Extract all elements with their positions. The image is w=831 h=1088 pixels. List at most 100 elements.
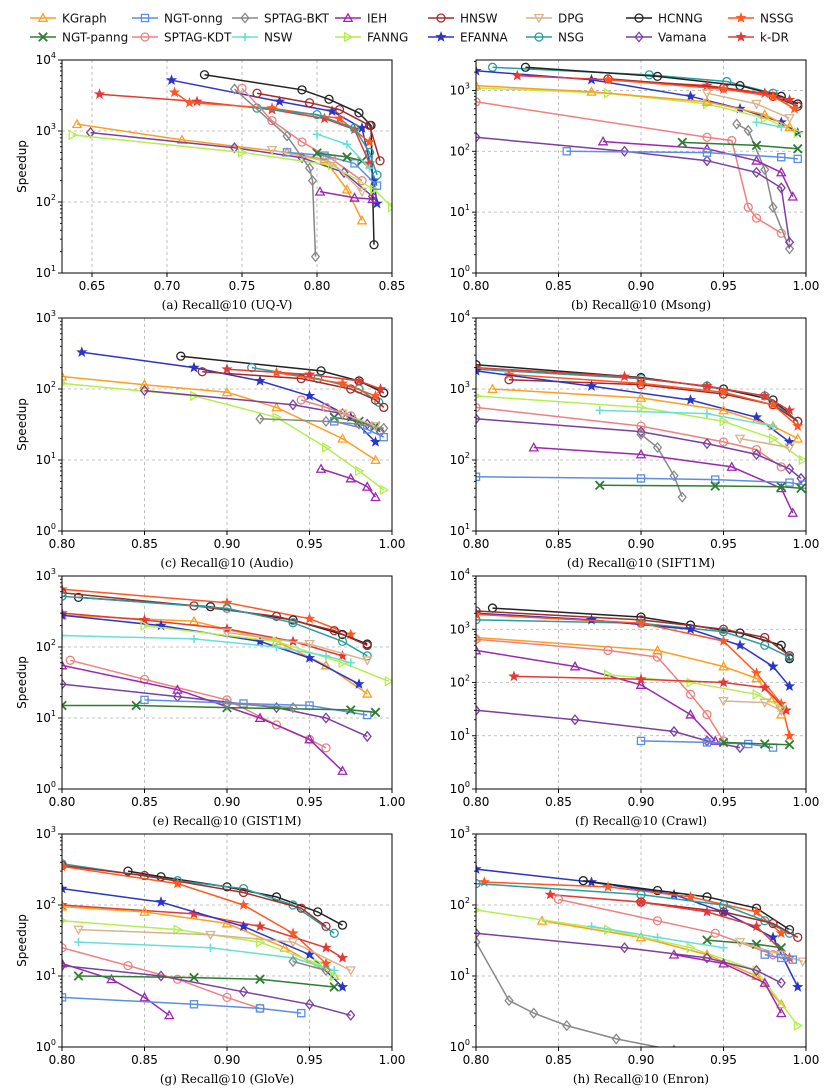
y-tick-label: 104: [450, 567, 470, 583]
x-axis: 0.80 0.85 0.90 0.95 1.00: [49, 1047, 405, 1067]
x-tick-label: 0.90: [628, 279, 655, 293]
x-tick-label: 0.95: [296, 537, 323, 551]
y-tick-label: 101: [450, 967, 470, 983]
ieh-marker: [315, 463, 327, 473]
nsw-marker: [595, 406, 604, 415]
nssg-marker: [750, 905, 763, 917]
hnsw-marker: [346, 384, 356, 394]
fanng-marker: [255, 936, 266, 948]
series-group: [476, 360, 806, 517]
series-ngt-panng: [594, 480, 806, 494]
legend: KGraph NGT-panng NGT-onng SPTAG-KDT SPTAG-BK…: [30, 12, 794, 45]
x-tick-label: 0.90: [214, 795, 241, 809]
series-efanna: [62, 882, 349, 992]
y-tick-label: 102: [450, 451, 470, 467]
x-axis: 0.80 0.85 0.90 0.95 1.00: [49, 531, 405, 551]
nssg-marker: [168, 86, 181, 98]
legend-item-nsw: NSW: [232, 31, 293, 45]
series-vamana: [62, 959, 356, 1021]
k-dr-marker: [138, 614, 151, 625]
dpg-marker: [205, 930, 216, 941]
series-sptag-bkt: [732, 118, 795, 255]
x-tick-label: 0.85: [545, 1053, 572, 1067]
hcnng-marker: [520, 62, 531, 72]
vamana-line: [476, 932, 782, 984]
y-tick-label: 103: [450, 380, 470, 396]
x-tick-label: 0.95: [296, 795, 323, 809]
nsw-marker: [587, 922, 596, 931]
sptag-kdt-line: [300, 399, 351, 417]
legend-efanna-marker: [435, 31, 447, 42]
efanna-line: [171, 79, 378, 204]
fanng-line: [476, 909, 799, 1027]
nsg-marker: [349, 123, 360, 133]
ieh-line: [673, 953, 782, 1014]
legend-label: k-DR: [760, 31, 789, 45]
y-tick-exponent: 0: [465, 264, 470, 273]
series-sptag-kdt: [476, 402, 786, 472]
panel-caption: (a) Recall@10 (UQ-V): [162, 298, 293, 312]
ngt-panng-marker: [370, 707, 381, 718]
hcnng-marker: [337, 920, 348, 930]
vamana-marker: [751, 448, 762, 461]
efanna-marker: [585, 380, 598, 391]
y-tick-label: 104: [36, 51, 56, 67]
ngt-onng-marker: [788, 955, 798, 964]
dpg-marker: [370, 422, 381, 432]
vamana-marker: [702, 437, 712, 450]
y-tick-exponent: 0: [51, 522, 56, 531]
vamana-marker: [570, 714, 580, 726]
y-tick-exponent: 0: [51, 780, 56, 789]
vamana-marker: [751, 964, 762, 977]
nsw-marker: [312, 130, 322, 139]
kgraph-marker: [635, 392, 647, 402]
legend-ngt-panng-marker: [38, 32, 48, 42]
dpg-line: [739, 437, 790, 449]
legend-nssg-marker: [735, 12, 747, 23]
chart-panel-1: 0.65 0.70 0.75 0.80 0.85 101 102 103 104 Speedup (…: [15, 51, 405, 312]
legend-item-ieh: IEH: [335, 12, 387, 26]
sptag-kdt-marker: [267, 115, 277, 126]
nsg-marker: [222, 603, 232, 614]
y-tick-exponent: 3: [465, 380, 470, 389]
legend-ieh-marker: [342, 12, 354, 23]
k-dr-marker: [336, 951, 349, 963]
y-tick-exponent: 1: [465, 203, 470, 212]
y-tick-exponent: 4: [51, 51, 56, 60]
y-tick-exponent: 1: [51, 709, 56, 718]
ngt-panng-marker: [62, 700, 67, 711]
hcnng-marker: [297, 85, 307, 95]
ngt-panng-marker: [189, 972, 199, 983]
x-tick-label: 1.00: [793, 795, 820, 809]
ngt-onng-marker: [711, 475, 720, 484]
series-nssg: [62, 860, 332, 969]
dpg-marker: [784, 114, 795, 124]
sptag-kdt-marker: [603, 645, 613, 656]
sptag-bkt-line: [292, 960, 327, 972]
sptag-kdt-marker: [123, 960, 133, 971]
ieh-line: [62, 664, 344, 772]
dpg-marker: [775, 950, 787, 961]
y-tick-label: 103: [450, 825, 470, 841]
kgraph-marker: [701, 96, 713, 106]
ieh-marker: [775, 1007, 787, 1018]
sptag-bkt-marker: [222, 697, 232, 710]
dpg-line: [723, 700, 782, 711]
x-tick-label: 0.95: [710, 537, 737, 551]
sptag-bkt-marker: [307, 174, 318, 187]
vamana-marker: [702, 155, 712, 167]
dpg-marker: [287, 938, 299, 948]
sptag-bkt-marker: [669, 470, 679, 482]
hcnng-marker: [324, 94, 334, 104]
kgraph-line: [476, 636, 782, 715]
nsw-marker: [719, 943, 728, 952]
k-dr-marker: [759, 681, 771, 693]
ngt-onng-marker: [239, 699, 248, 708]
series-ngt-panng: [73, 971, 340, 992]
series-ngt-onng: [282, 148, 382, 190]
legend-label: EFANNA: [460, 31, 509, 45]
series-nssg: [270, 366, 382, 401]
nssg-marker: [183, 96, 196, 108]
